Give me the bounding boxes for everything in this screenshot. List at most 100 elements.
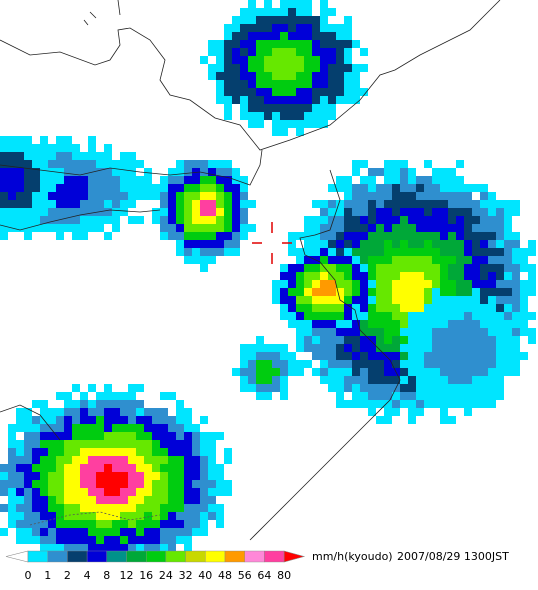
echo-cell bbox=[200, 216, 208, 224]
echo-cell bbox=[328, 224, 336, 232]
echo-cell bbox=[376, 304, 384, 312]
echo-cell bbox=[320, 320, 328, 328]
echo-cell bbox=[24, 424, 32, 432]
echo-cell bbox=[336, 384, 344, 392]
echo-cell bbox=[128, 216, 136, 224]
echo-cell bbox=[8, 456, 16, 464]
echo-cell bbox=[112, 176, 120, 184]
echo-cell bbox=[240, 112, 248, 120]
echo-cell bbox=[248, 72, 256, 80]
echo-cell bbox=[360, 192, 368, 200]
echo-cell bbox=[272, 40, 280, 48]
echo-cell bbox=[352, 224, 360, 232]
echo-cell bbox=[360, 88, 368, 96]
echo-cell bbox=[264, 88, 272, 96]
echo-cell bbox=[424, 184, 432, 192]
echo-cell bbox=[16, 512, 24, 520]
echo-cell bbox=[272, 360, 280, 368]
echo-cell bbox=[112, 200, 120, 208]
echo-cell bbox=[360, 232, 368, 240]
echo-cell bbox=[512, 328, 520, 336]
echo-cell bbox=[344, 176, 352, 184]
echo-cell bbox=[88, 136, 96, 144]
echo-cell bbox=[328, 288, 336, 296]
echo-cell bbox=[336, 392, 344, 400]
echo-cell bbox=[112, 400, 120, 408]
echo-cell bbox=[304, 24, 312, 32]
echo-cell bbox=[304, 288, 312, 296]
echo-cell bbox=[208, 440, 216, 448]
echo-cell bbox=[320, 280, 328, 288]
echo-cell bbox=[432, 168, 440, 176]
echo-cell bbox=[88, 408, 96, 416]
echo-cell bbox=[248, 200, 256, 208]
echo-cell bbox=[8, 496, 16, 504]
echo-cell bbox=[464, 248, 472, 256]
echo-cell bbox=[304, 256, 312, 264]
echo-cell bbox=[168, 184, 176, 192]
echo-cell bbox=[416, 288, 424, 296]
echo-cell bbox=[384, 208, 392, 216]
echo-cell bbox=[392, 256, 400, 264]
echo-cell bbox=[272, 112, 280, 120]
echo-cell bbox=[488, 280, 496, 288]
echo-cell bbox=[40, 144, 48, 152]
echo-cell bbox=[480, 192, 488, 200]
echo-cell bbox=[288, 24, 296, 32]
echo-cell bbox=[512, 248, 520, 256]
echo-cell bbox=[240, 104, 248, 112]
echo-cell bbox=[56, 152, 64, 160]
echo-cell bbox=[320, 304, 328, 312]
echo-cell bbox=[328, 32, 336, 40]
echo-cell bbox=[520, 296, 528, 304]
echo-cell bbox=[160, 416, 168, 424]
echo-cell bbox=[280, 32, 288, 40]
echo-cell bbox=[368, 384, 376, 392]
echo-cell bbox=[256, 40, 264, 48]
echo-cell bbox=[264, 72, 272, 80]
echo-cell bbox=[352, 168, 360, 176]
echo-cell bbox=[512, 304, 520, 312]
echo-cell bbox=[224, 192, 232, 200]
echo-cell bbox=[288, 304, 296, 312]
echo-cell bbox=[512, 256, 520, 264]
echo-cell bbox=[96, 408, 104, 416]
echo-cell bbox=[200, 416, 208, 424]
echo-cell bbox=[248, 48, 256, 56]
echo-cell bbox=[408, 176, 416, 184]
echo-cell bbox=[440, 408, 448, 416]
echo-cell bbox=[272, 8, 280, 16]
echo-cell bbox=[400, 296, 408, 304]
echo-cell bbox=[256, 344, 264, 352]
echo-cell bbox=[320, 72, 328, 80]
echo-cell bbox=[16, 456, 24, 464]
echo-cell bbox=[312, 248, 320, 256]
echo-cell bbox=[272, 120, 280, 128]
echo-cell bbox=[320, 16, 328, 24]
echo-cell bbox=[48, 424, 56, 432]
echo-cell bbox=[432, 264, 440, 272]
echo-cell bbox=[408, 288, 416, 296]
echo-cell bbox=[488, 248, 496, 256]
echo-cell bbox=[304, 344, 312, 352]
echo-cell bbox=[200, 208, 208, 216]
echo-cell bbox=[104, 192, 112, 200]
echo-cell bbox=[304, 224, 312, 232]
echo-cell bbox=[176, 416, 184, 424]
echo-cell bbox=[240, 32, 248, 40]
echo-cell bbox=[232, 80, 240, 88]
echo-cell bbox=[200, 184, 208, 192]
echo-cell bbox=[16, 472, 24, 480]
echo-cell bbox=[416, 232, 424, 240]
echo-cell bbox=[8, 424, 16, 432]
echo-cell bbox=[288, 40, 296, 48]
echo-cell bbox=[344, 248, 352, 256]
echo-cell bbox=[352, 328, 360, 336]
echo-cell bbox=[80, 200, 88, 208]
echo-cell bbox=[16, 536, 24, 544]
echo-cell bbox=[296, 344, 304, 352]
echo-cell bbox=[264, 384, 272, 392]
echo-cell bbox=[480, 272, 488, 280]
echo-cell bbox=[496, 296, 504, 304]
echo-cell bbox=[376, 288, 384, 296]
